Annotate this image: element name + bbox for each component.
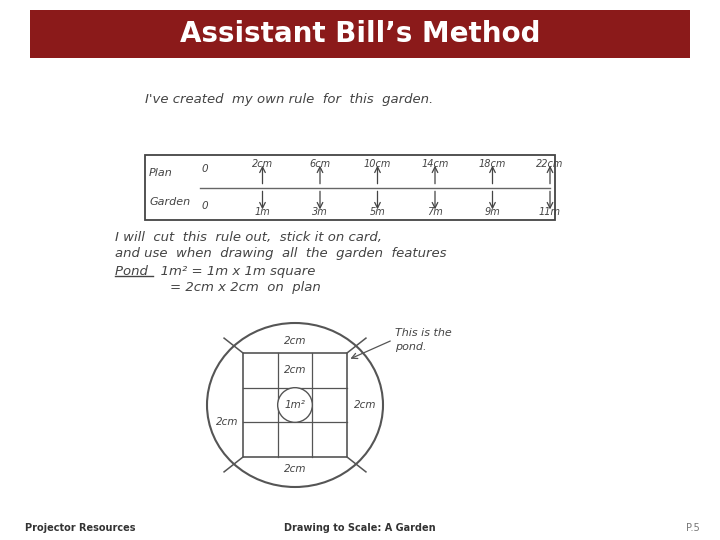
Text: pond.: pond. (395, 342, 426, 352)
Text: I will  cut  this  rule out,  stick it on card,: I will cut this rule out, stick it on ca… (115, 232, 382, 245)
Bar (30, 10, 690, 58)
Bar (145, 155, 555, 220)
Text: Garden: Garden (149, 197, 190, 207)
Text: 6cm: 6cm (310, 159, 330, 169)
Text: 10cm: 10cm (364, 159, 391, 169)
Text: 2cm: 2cm (252, 159, 273, 169)
Text: 3m: 3m (312, 207, 328, 217)
Text: Drawing to Scale: A Garden: Drawing to Scale: A Garden (284, 523, 436, 533)
Text: 0: 0 (202, 201, 208, 211)
Text: 9m: 9m (485, 207, 500, 217)
Text: 2cm: 2cm (215, 417, 238, 427)
Text: 18cm: 18cm (479, 159, 506, 169)
Ellipse shape (207, 323, 383, 487)
Text: Pond   1m² = 1m x 1m square: Pond 1m² = 1m x 1m square (115, 266, 315, 279)
Text: 5m: 5m (369, 207, 385, 217)
Circle shape (278, 388, 312, 422)
Text: Assistant Bill’s Method: Assistant Bill’s Method (180, 20, 540, 48)
Text: 2cm: 2cm (284, 336, 306, 346)
Text: 2cm: 2cm (284, 366, 306, 375)
Text: 0: 0 (202, 164, 208, 174)
Text: Projector Resources: Projector Resources (25, 523, 135, 533)
Bar (243, 353, 347, 457)
Text: 2cm: 2cm (354, 400, 377, 410)
Text: 22cm: 22cm (536, 159, 564, 169)
Text: 14cm: 14cm (421, 159, 449, 169)
Text: 2cm: 2cm (284, 464, 306, 474)
Text: = 2cm x 2cm  on  plan: = 2cm x 2cm on plan (170, 281, 320, 294)
Text: 11m: 11m (539, 207, 561, 217)
Text: 1m²: 1m² (284, 400, 305, 410)
Text: Plan: Plan (149, 168, 173, 178)
Text: 7m: 7m (427, 207, 443, 217)
Text: This is the: This is the (395, 328, 451, 338)
Text: 1m: 1m (255, 207, 271, 217)
Text: and use  when  drawing  all  the  garden  features: and use when drawing all the garden feat… (115, 246, 446, 260)
Text: I've created  my own rule  for  this  garden.: I've created my own rule for this garden… (145, 93, 433, 106)
Text: P.5: P.5 (686, 523, 700, 533)
